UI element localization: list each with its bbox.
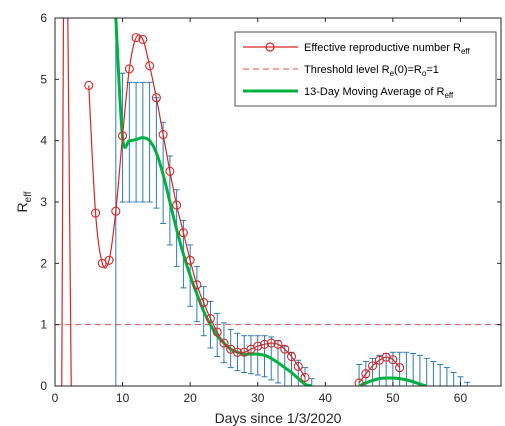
reff-marker — [158, 129, 168, 140]
reff-marker — [266, 338, 276, 348]
x-axis-label: Days since 1/3/2020 — [215, 410, 342, 426]
legend-entry-threshold: Threshold level Re(0)=Ro=1 — [243, 64, 439, 78]
avg-series-line — [358, 376, 428, 386]
y-axis-label-main: R — [14, 202, 30, 212]
x-tick-label: 10 — [116, 391, 130, 405]
errorbar — [389, 351, 396, 386]
reff-marker — [84, 80, 94, 91]
reff-marker — [165, 166, 175, 176]
y-tick-label: 4 — [40, 134, 47, 148]
y-tick-label: 1 — [40, 318, 47, 332]
legend-entry-avg: 13-Day Moving Average of Reff — [243, 86, 454, 100]
y-tick-label: 3 — [40, 195, 47, 209]
errorbar — [396, 351, 403, 386]
reff-marker — [232, 347, 243, 357]
reff-marker — [118, 131, 128, 141]
legend: Effective reproductive number Reff Thres… — [234, 31, 497, 107]
avg-series-line — [114, 18, 313, 386]
reff-marker — [253, 341, 263, 351]
reff-marker — [300, 372, 310, 382]
errorbar — [450, 372, 457, 386]
errorbar — [443, 367, 450, 386]
x-tick-label: 20 — [183, 391, 197, 405]
reff-marker — [205, 313, 215, 324]
reff-marker — [273, 339, 283, 349]
reff-marker — [212, 327, 222, 337]
errorbar — [416, 354, 423, 386]
reff-marker — [286, 352, 297, 362]
legend-threshold-label: Threshold level Re(0)=Ro=1 — [304, 64, 439, 78]
x-tick-label: 40 — [319, 391, 333, 405]
errorbar — [295, 359, 302, 386]
errorbar — [430, 360, 437, 386]
reff-marker — [131, 33, 141, 43]
reff-marker — [280, 344, 290, 354]
reff-series-line — [358, 356, 401, 384]
reff-marker — [192, 280, 202, 290]
legend-entry-reff: Effective reproductive number Reff — [243, 42, 470, 56]
legend-reff-label: Effective reproductive number Reff — [304, 42, 470, 56]
reff-marker — [185, 255, 195, 265]
reff-marker — [293, 361, 303, 371]
reff-marker — [395, 363, 405, 373]
errorbar — [133, 81, 140, 203]
y-axis-label: Reff — [14, 191, 34, 212]
x-tick-label: 0 — [52, 391, 59, 405]
reff-marker — [178, 228, 188, 238]
reff-marker — [368, 361, 378, 371]
legend-avg-label: 13-Day Moving Average of Reff — [304, 86, 454, 100]
reff-marker — [219, 338, 229, 348]
reff-marker — [354, 378, 364, 386]
reff-marker — [199, 298, 209, 308]
y-tick-label: 0 — [40, 379, 47, 393]
errorbar — [437, 364, 444, 386]
reff-marker — [259, 339, 270, 349]
x-tick-label: 30 — [251, 391, 265, 405]
errorbar — [423, 357, 430, 386]
reff-marker — [124, 64, 134, 74]
x-tick-label: 50 — [386, 391, 400, 405]
reff-marker — [172, 200, 182, 210]
y-axis-label-sub: eff — [23, 191, 34, 202]
reff-marker — [145, 61, 155, 71]
errorbar — [464, 381, 471, 386]
x-tick-label: 60 — [454, 391, 468, 405]
reff-marker — [388, 355, 398, 365]
reff-marker — [104, 255, 114, 265]
spike-line — [61, 18, 72, 386]
y-tick-label: 2 — [40, 256, 47, 270]
legend-reff-marker — [265, 42, 275, 52]
reff-marker — [90, 208, 101, 218]
reff-marker — [361, 369, 371, 379]
y-tick-label: 5 — [40, 72, 47, 86]
reff-marker — [111, 206, 121, 216]
reff-marker — [138, 34, 148, 45]
y-tick-label: 6 — [40, 11, 47, 25]
errorbar — [139, 81, 146, 203]
reff-marker — [151, 93, 161, 103]
